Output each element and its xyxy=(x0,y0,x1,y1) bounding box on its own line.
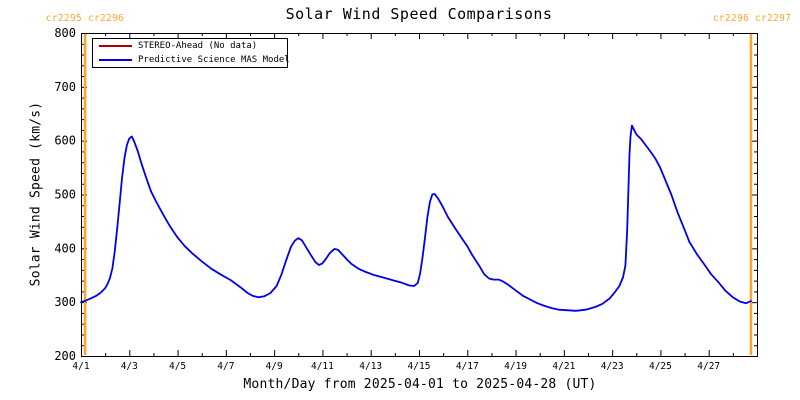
x-tick-label: 4/1 xyxy=(72,361,89,372)
x-tick-label: 4/5 xyxy=(169,361,186,372)
carrington-rotation-label-right: cr2296 cr2297 xyxy=(712,13,792,24)
x-tick-label: 4/25 xyxy=(649,361,672,372)
legend-line-mas-model xyxy=(99,59,132,61)
legend-line-stereo-ahead xyxy=(99,45,132,47)
x-tick-label: 4/3 xyxy=(121,361,138,372)
chart-title: Solar Wind Speed Comparisons xyxy=(285,5,553,23)
plot-border xyxy=(81,33,758,357)
legend: STEREO-Ahead (No data) Predictive Scienc… xyxy=(92,38,290,68)
x-tick-label: 4/27 xyxy=(697,361,720,372)
x-tick-label: 4/13 xyxy=(359,361,382,372)
legend-row-mas-model: Predictive Science MAS Model xyxy=(93,53,290,67)
legend-label-mas-model: Predictive Science MAS Model xyxy=(138,55,290,65)
y-tick-label: 300 xyxy=(54,295,76,309)
y-tick-label: 600 xyxy=(54,134,76,148)
x-tick-label: 4/17 xyxy=(456,361,479,372)
x-tick-label: 4/9 xyxy=(266,361,283,372)
x-axis-title: Month/Day from 2025-04-01 to 2025-04-28 … xyxy=(243,377,597,392)
x-tick-label: 4/15 xyxy=(408,361,431,372)
x-tick-label: 4/7 xyxy=(217,361,234,372)
series-line-predictive-science-mas-model xyxy=(80,124,752,312)
carrington-rotation-label-left: cr2295 cr2296 xyxy=(45,13,125,24)
legend-label-stereo-ahead: STEREO-Ahead (No data) xyxy=(138,41,258,51)
y-tick-label: 700 xyxy=(54,80,76,94)
x-tick-label: 4/21 xyxy=(552,361,575,372)
x-tick-label: 4/11 xyxy=(311,361,334,372)
y-tick-label: 500 xyxy=(54,188,76,202)
y-tick-label: 800 xyxy=(54,26,76,40)
x-tick-label: 4/19 xyxy=(504,361,527,372)
y-tick-label: 200 xyxy=(54,349,76,363)
y-tick-label: 400 xyxy=(54,241,76,255)
x-tick-label: 4/23 xyxy=(601,361,624,372)
legend-row-stereo: STEREO-Ahead (No data) xyxy=(93,39,287,53)
